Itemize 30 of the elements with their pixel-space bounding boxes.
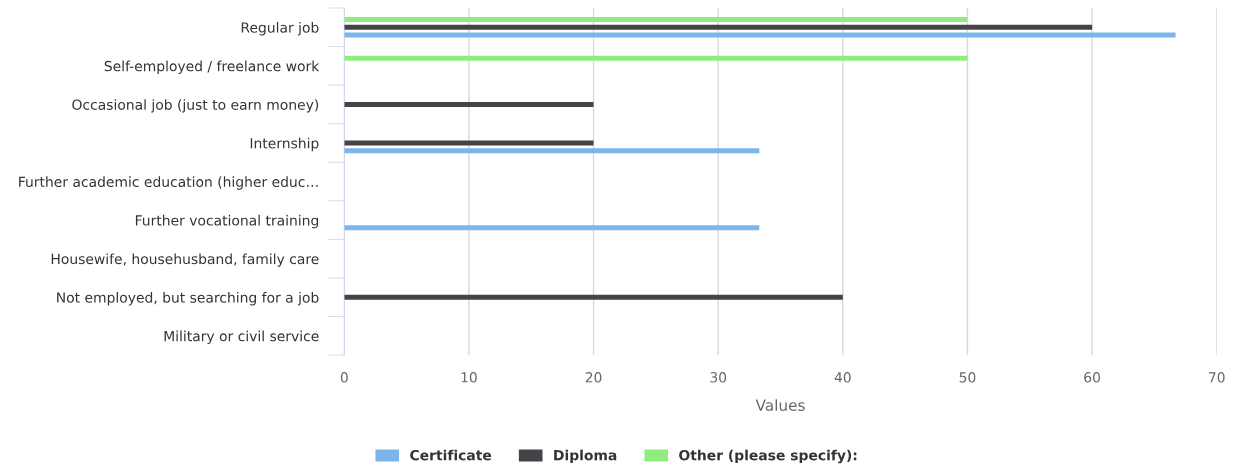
y-tick-label: Further academic education (higher educ… [19,176,318,190]
legend-label: Other (please specify): [679,449,857,464]
bar [344,225,760,231]
x-tick-label: 70 [1209,372,1225,383]
x-tick-label: 30 [710,372,727,383]
legend-label: Certificate [410,449,492,461]
x-tick-label: 20 [585,372,602,383]
legend-label: Diploma [554,449,617,464]
y-tick-label: Occasional job (just to earn money) [72,99,319,113]
y-tick-label: Not employed, but searching for a job [57,292,319,306]
y-tick-label: Housewife, househusband, family care [51,253,319,267]
x-tick-label: 10 [461,372,477,383]
x-tick-label: 0 [340,372,348,383]
x-tick-label: 40 [834,372,851,383]
x-tick-label: 60 [1084,372,1100,383]
bar [344,101,594,107]
y-tick-label: Further vocational training [135,214,319,229]
bar [344,24,1093,30]
bar [344,55,968,61]
bar [344,294,843,300]
bar [344,17,968,23]
y-tick-label: Regular job [241,22,319,36]
x-tick-label: 50 [959,372,976,383]
bar [344,148,760,154]
bar [344,32,1176,38]
bar [344,140,594,146]
y-tick-label: Military or civil service [164,330,319,345]
y-tick-label: Self-employed / freelance work [104,60,320,75]
x-axis-title: Values [755,399,805,411]
y-tick-label: Internship [250,137,319,152]
